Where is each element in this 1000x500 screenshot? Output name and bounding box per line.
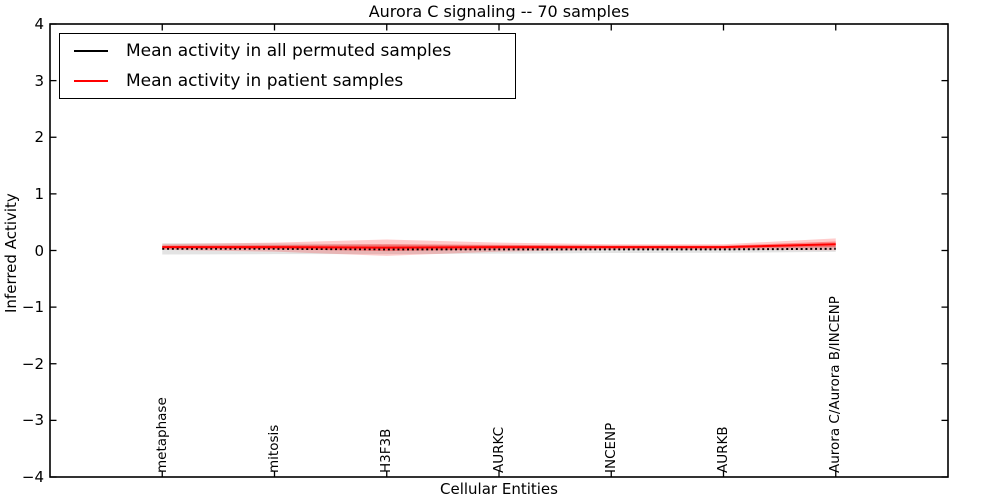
x-tick-label: metaphase <box>153 397 170 473</box>
y-tick-label: 1 <box>34 184 44 203</box>
legend-entry-permuted: Mean activity in all permuted samples <box>60 38 515 64</box>
y-tick-label: 2 <box>34 128 44 147</box>
y-tick-label: −1 <box>21 298 44 317</box>
x-axis-label: Cellular Entities <box>440 480 558 498</box>
mean-line-patient <box>162 243 836 249</box>
mean-line-permuted <box>162 247 836 251</box>
legend: Mean activity in all permuted samples Me… <box>59 33 516 99</box>
y-tick-label: 3 <box>34 71 44 90</box>
x-tick-label: AURKB <box>715 426 731 473</box>
y-tick-label: 4 <box>34 15 44 33</box>
y-tick-label: 0 <box>34 241 44 260</box>
chart-title: Aurora C signaling -- 70 samples <box>368 2 630 21</box>
x-tick-label: H3F3B <box>378 428 395 473</box>
legend-label: Mean activity in patient samples <box>126 71 404 91</box>
x-tick-label: mitosis <box>266 424 282 473</box>
y-tick-label: −3 <box>21 411 44 430</box>
x-tick-label: Aurora C/Aurora B/INCENP <box>827 296 844 473</box>
x-tick-label: AURKC <box>490 426 507 473</box>
y-tick-label: −2 <box>21 354 44 373</box>
legend-label: Mean activity in all permuted samples <box>126 41 452 61</box>
legend-entry-patient: Mean activity in patient samples <box>60 68 515 94</box>
y-tick-label: −4 <box>21 468 44 486</box>
x-tick-label: INCENP <box>602 422 619 473</box>
legend-line-sample-red <box>74 80 108 82</box>
legend-line-sample-black <box>74 50 108 52</box>
